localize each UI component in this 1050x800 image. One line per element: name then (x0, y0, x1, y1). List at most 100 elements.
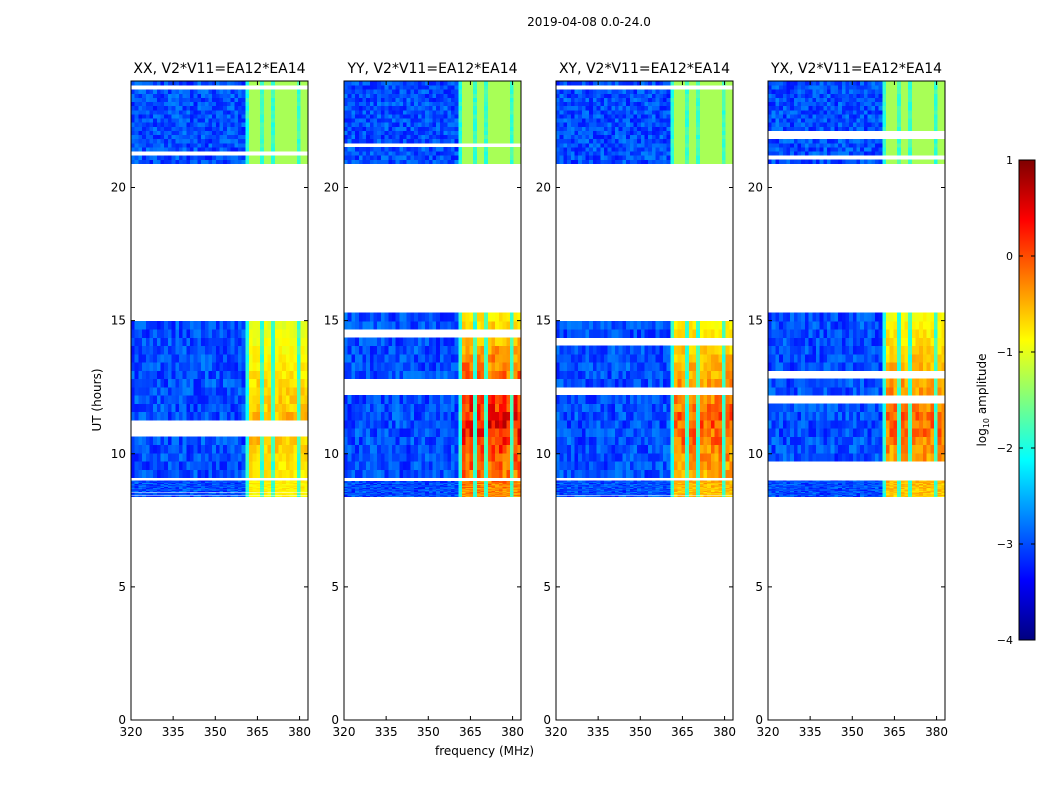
heatmap-cell (480, 481, 485, 483)
heatmap-cell (197, 378, 202, 388)
heatmap-cell (153, 386, 158, 396)
heatmap-cell (249, 362, 254, 371)
heatmap-cell (391, 114, 397, 119)
heatmap-cell (175, 480, 180, 482)
heatmap-cell (450, 492, 456, 494)
heatmap-cell (274, 469, 279, 479)
heatmap-cell (271, 461, 276, 470)
heatmap-cell (256, 114, 261, 119)
heatmap-cell (436, 320, 441, 330)
heatmap-cell (167, 122, 172, 127)
heatmap-cell (406, 482, 411, 484)
heatmap-cell (285, 493, 290, 496)
heatmap-cell (473, 493, 478, 495)
heatmap-cell (263, 378, 268, 388)
heatmap-cell (249, 484, 254, 486)
heatmap-cell (358, 493, 363, 495)
heatmap-cell (388, 370, 393, 380)
heatmap-cell (171, 118, 176, 123)
heatmap-cell (395, 487, 400, 489)
heatmap-cell (414, 105, 419, 111)
heatmap-cell (282, 485, 287, 487)
heatmap-cell (487, 159, 492, 164)
heatmap-cell (138, 482, 143, 484)
heatmap-cell (495, 484, 500, 486)
heatmap-cell (458, 105, 463, 111)
heatmap-cell (414, 428, 419, 437)
heatmap-cell (454, 130, 459, 136)
heatmap-cell (171, 485, 176, 487)
heatmap-cell (267, 490, 272, 492)
heatmap-cell (443, 484, 448, 486)
heatmap-cell (417, 436, 422, 446)
heatmap-cell (274, 337, 279, 347)
heatmap-cell (215, 142, 220, 148)
heatmap-cell (469, 411, 474, 421)
heatmap-cell (204, 492, 209, 494)
heatmap-cell (454, 122, 459, 127)
heatmap-cell (425, 486, 430, 488)
heatmap-cell (178, 480, 184, 482)
heatmap-cell (249, 386, 254, 396)
heatmap-cell (513, 130, 518, 136)
heatmap-cell (215, 114, 220, 119)
heatmap-cell (417, 484, 422, 486)
heatmap-cell (366, 483, 371, 485)
heatmap-cell (182, 109, 187, 115)
heatmap-cell (399, 130, 404, 136)
heatmap-cell (425, 487, 430, 489)
heatmap-cell (469, 151, 474, 156)
heatmap-cell (506, 155, 511, 160)
heatmap-cell (432, 109, 437, 115)
heatmap-cell (480, 494, 485, 496)
heatmap-cell (145, 378, 150, 388)
heatmap-cell (432, 469, 437, 479)
heatmap-cell (134, 142, 139, 148)
heatmap-cell (369, 428, 374, 437)
heatmap-cell (142, 495, 147, 497)
heatmap-cell (193, 469, 198, 479)
heatmap-cell (384, 487, 389, 489)
heatmap-cell (271, 320, 276, 330)
heatmap-cell (267, 486, 272, 488)
heatmap-cell (256, 345, 261, 355)
heatmap-cell (421, 493, 426, 496)
heatmap-cell (436, 105, 441, 111)
heatmap-cell (395, 138, 400, 144)
heatmap-cell (131, 353, 136, 363)
heatmap-cell (134, 134, 139, 140)
heatmap-cell (204, 469, 209, 479)
heatmap-cell (513, 444, 518, 454)
heatmap-cell (234, 461, 239, 470)
heatmap-cell (289, 490, 294, 492)
heatmap-cell (465, 469, 470, 479)
heatmap-cell (487, 491, 492, 493)
heatmap-cell (458, 481, 463, 483)
heatmap-cell (509, 428, 515, 437)
heatmap-cell (178, 403, 184, 413)
heatmap-cell (160, 159, 165, 164)
heatmap-cell (186, 353, 191, 363)
heatmap-cell (201, 142, 206, 148)
heatmap-cell (249, 486, 254, 488)
heatmap-cell (249, 97, 254, 103)
heatmap-cell (260, 101, 265, 107)
heatmap-cell (502, 345, 507, 355)
heatmap-cell (245, 138, 250, 144)
heatmap-cell (142, 489, 147, 492)
heatmap-cell (495, 469, 500, 479)
heatmap-cell (267, 386, 272, 396)
heatmap-cell (138, 337, 143, 347)
heatmap-cell (149, 101, 154, 107)
heatmap-cell (355, 452, 360, 462)
heatmap-cell (513, 485, 518, 488)
heatmap-cell (282, 493, 287, 496)
heatmap-cell (300, 495, 305, 497)
heatmap-cell (406, 320, 411, 330)
heatmap-cell (377, 488, 382, 490)
heatmap-cell (428, 481, 433, 483)
heatmap-cell (193, 486, 198, 488)
heatmap-cell (245, 159, 250, 164)
heatmap-cell (454, 485, 459, 488)
heatmap-cell (399, 105, 404, 111)
